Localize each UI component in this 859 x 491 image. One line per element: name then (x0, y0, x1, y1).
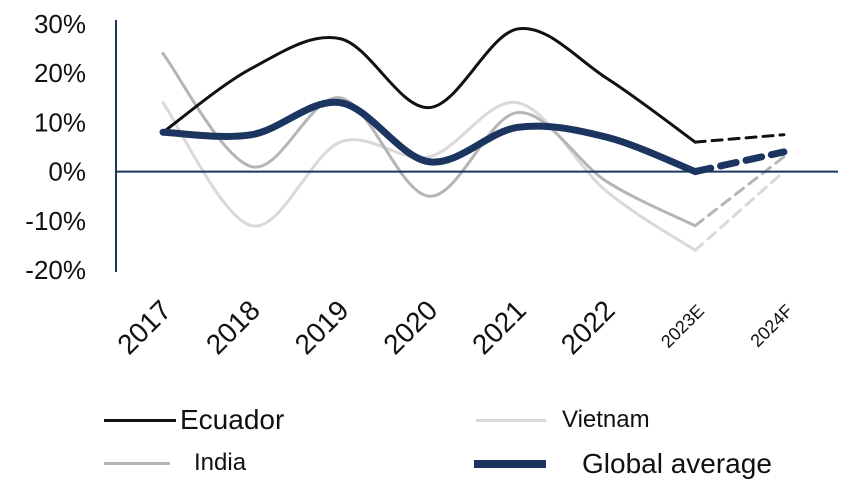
x-axis-ticks: 2017 2018 2019 2020 2021 2022 2023E 2024F (111, 294, 796, 360)
x-tick-label: 2024F (746, 301, 796, 351)
x-tick-label: 2019 (289, 294, 355, 360)
x-tick-label: 2021 (466, 294, 532, 360)
y-tick-label: -20% (25, 255, 86, 285)
legend-swatch-vietnam (476, 418, 546, 422)
series-forecast-line-vietnam (693, 170, 786, 252)
legend-item-global: Global average (474, 448, 772, 480)
y-tick-label: -10% (25, 206, 86, 236)
y-tick-label: 10% (34, 107, 86, 137)
legend-swatch-global (474, 460, 546, 468)
y-axis-ticks: 30% 20% 10% 0% -10% -20% (25, 9, 86, 285)
series-line-vietnam (161, 100, 697, 252)
legend-label-india: India (194, 449, 247, 476)
x-tick-label: 2018 (200, 294, 266, 360)
legend-item-ecuador: Ecuador (104, 404, 284, 436)
legend-label-ecuador: Ecuador (180, 404, 285, 435)
legend-item-india: India (104, 449, 246, 477)
legend-swatch-ecuador (104, 418, 176, 422)
series-forecast-line-india (693, 155, 786, 228)
y-tick-label: 0% (48, 157, 86, 187)
legend-label-global: Global average (582, 448, 772, 479)
y-tick-label: 20% (34, 58, 86, 88)
series-line-global-average (159, 98, 699, 176)
series-line-ecuador (161, 27, 697, 144)
legend-swatch-india (104, 461, 170, 465)
series-forecast-line-global-average (691, 148, 788, 176)
series-line-india (161, 52, 697, 228)
legend-item-vietnam: Vietnam (476, 406, 650, 434)
x-tick-label: 2020 (377, 294, 443, 360)
y-tick-label: 30% (34, 9, 86, 39)
series-forecast-line-ecuador (693, 133, 786, 144)
x-tick-label: 2022 (555, 294, 621, 360)
x-tick-label: 2023E (657, 301, 708, 352)
x-tick-label: 2017 (111, 294, 177, 360)
legend-label-vietnam: Vietnam (562, 406, 650, 433)
series-lines (159, 27, 788, 252)
